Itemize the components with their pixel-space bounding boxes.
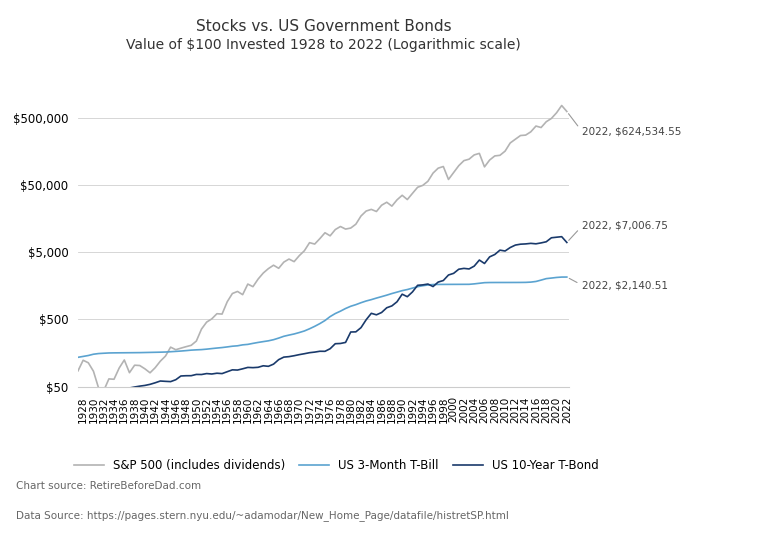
S&P 500 (includes dividends) bbox=[557, 102, 566, 108]
Line: US 3-Month T-Bill: US 3-Month T-Bill bbox=[78, 277, 567, 357]
S&P 500 (includes dividends) bbox=[73, 368, 83, 374]
Text: 2022, $624,534.55: 2022, $624,534.55 bbox=[569, 114, 682, 137]
US 3-Month T-Bill bbox=[140, 349, 150, 355]
S&P 500 (includes dividends) bbox=[341, 226, 350, 233]
Text: Chart source: RetireBeforeDad.com: Chart source: RetireBeforeDad.com bbox=[16, 481, 200, 491]
US 10-Year T-Bond bbox=[335, 340, 345, 347]
S&P 500 (includes dividends) bbox=[526, 128, 536, 135]
US 10-Year T-Bond bbox=[557, 234, 566, 240]
US 10-Year T-Bond bbox=[521, 241, 530, 247]
S&P 500 (includes dividends) bbox=[218, 311, 227, 317]
US 3-Month T-Bill bbox=[212, 345, 222, 351]
S&P 500 (includes dividends) bbox=[289, 258, 299, 265]
US 10-Year T-Bond bbox=[321, 348, 330, 354]
US 10-Year T-Bond bbox=[212, 370, 222, 376]
US 10-Year T-Bond bbox=[284, 353, 293, 360]
US 10-Year T-Bond bbox=[73, 395, 83, 402]
Legend: S&P 500 (includes dividends), US 3-Month T-Bill, US 10-Year T-Bond: S&P 500 (includes dividends), US 3-Month… bbox=[74, 459, 599, 471]
Text: Stocks vs. US Government Bonds: Stocks vs. US Government Bonds bbox=[196, 19, 452, 34]
US 3-Month T-Bill bbox=[284, 332, 293, 338]
US 3-Month T-Bill bbox=[335, 308, 345, 314]
US 3-Month T-Bill bbox=[562, 274, 572, 280]
Text: 2022, $7,006.75: 2022, $7,006.75 bbox=[569, 221, 668, 241]
Line: US 10-Year T-Bond: US 10-Year T-Bond bbox=[78, 237, 567, 398]
S&P 500 (includes dividends) bbox=[562, 108, 572, 115]
S&P 500 (includes dividends) bbox=[99, 388, 108, 394]
US 10-Year T-Bond bbox=[562, 240, 572, 246]
Text: Data Source: https://pages.stern.nyu.edu/~adamodar/New_Home_Page/datafile/histre: Data Source: https://pages.stern.nyu.edu… bbox=[16, 510, 509, 521]
S&P 500 (includes dividends) bbox=[145, 369, 154, 376]
Line: S&P 500 (includes dividends): S&P 500 (includes dividends) bbox=[78, 105, 567, 391]
S&P 500 (includes dividends) bbox=[325, 233, 335, 239]
US 3-Month T-Bill bbox=[321, 317, 330, 324]
Text: Value of $100 Invested 1928 to 2022 (Logarithmic scale): Value of $100 Invested 1928 to 2022 (Log… bbox=[126, 38, 521, 52]
US 10-Year T-Bond bbox=[140, 382, 150, 389]
US 3-Month T-Bill bbox=[73, 354, 83, 360]
Text: 2022, $2,140.51: 2022, $2,140.51 bbox=[569, 278, 668, 291]
US 3-Month T-Bill bbox=[521, 279, 530, 286]
